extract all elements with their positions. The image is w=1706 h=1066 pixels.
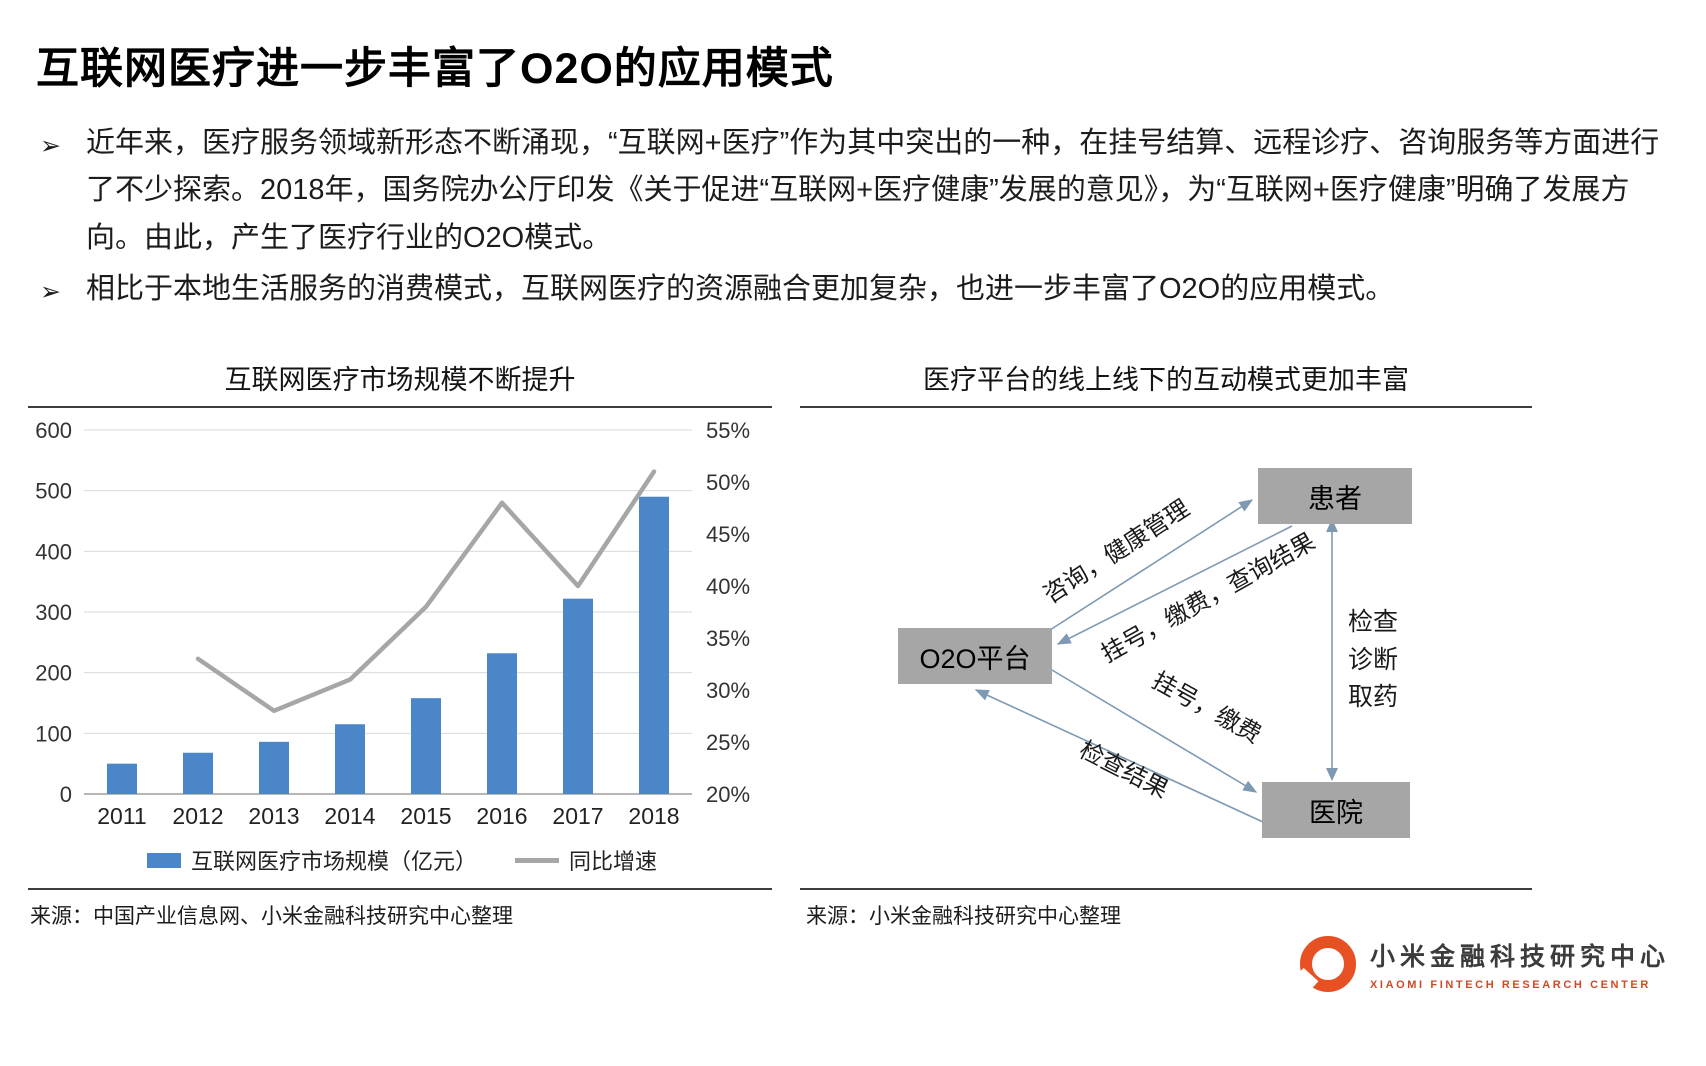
legend-line-swatch xyxy=(515,857,559,863)
edge-label-exam-diagnose-medicine: 检查 诊断 取药 xyxy=(1348,604,1398,717)
growth-line xyxy=(195,469,657,714)
right-top-rule xyxy=(800,406,1532,408)
right-axis-tick: 40% xyxy=(706,574,750,599)
page-title: 互联网医疗进一步丰富了O2O的应用模式 xyxy=(36,45,834,93)
x-axis-tick: 2012 xyxy=(172,803,223,829)
edge-exam-up-arrowhead xyxy=(1326,519,1338,532)
right-axis-tick: 35% xyxy=(706,626,750,651)
brand-footer: 小米金融科技研究中心 XIAOMI FINTECH RESEARCH CENTE… xyxy=(1295,936,1670,992)
bullet-text: 近年来，医疗服务领域新形态不断涌现，“互联网+医疗”作为其中突出的一种，在挂号结… xyxy=(86,127,1660,254)
bar-2013 xyxy=(259,741,289,794)
bar-2017 xyxy=(563,598,593,794)
left-axis-tick: 500 xyxy=(35,479,72,504)
x-axis-tick: 2015 xyxy=(400,803,451,829)
market-scale-chart: 0 100 200 300 400 500 600 20% 25% 30% 35% 40% 45% 50%… xyxy=(35,418,750,829)
right-axis-tick: 20% xyxy=(706,782,750,807)
x-axis-tick: 2014 xyxy=(324,803,375,829)
bullet-arrow-icon: ➢ xyxy=(40,132,61,160)
left-axis-tick: 400 xyxy=(35,539,72,564)
bar-2015 xyxy=(411,698,441,794)
right-diagram-title: 医疗平台的线上线下的互动模式更加丰富 xyxy=(923,365,1409,395)
bullet-text: 相比于本地生活服务的消费模式，互联网医疗的资源融合更加复杂，也进一步丰富了O2O… xyxy=(86,272,1395,305)
bullet-item: ➢ 近年来，医疗服务领域新形态不断涌现，“互联网+医疗”作为其中突出的一种，在挂… xyxy=(40,120,1674,262)
bar-2018 xyxy=(639,496,669,794)
edge-exam-down-arrowhead xyxy=(1326,768,1338,781)
edge-register-pay-arrow xyxy=(1051,669,1258,793)
right-axis-tick: 50% xyxy=(706,470,750,495)
right-axis-tick: 30% xyxy=(706,678,750,703)
node-hospital: 医院 xyxy=(1262,782,1410,838)
right-bottom-rule xyxy=(800,888,1532,890)
left-top-rule xyxy=(28,406,772,408)
left-chart-title: 互联网医疗市场规模不断提升 xyxy=(224,365,576,395)
edge-check-result-arrow xyxy=(974,689,1264,823)
edge-register-query-arrow xyxy=(1056,525,1293,645)
brand-text: 小米金融科技研究中心 XIAOMI FINTECH RESEARCH CENTE… xyxy=(1370,937,1670,991)
edge-consult-arrow xyxy=(1049,499,1254,631)
legend-bar-swatch xyxy=(146,852,181,868)
node-o2o-platform: O2O平台 xyxy=(898,628,1052,684)
diagram-arrows xyxy=(974,499,1338,823)
brand-subtitle: XIAOMI FINTECH RESEARCH CENTER xyxy=(1370,979,1651,991)
bullet-list: ➢ 近年来，医疗服务领域新形态不断涌现，“互联网+医疗”作为其中突出的一种，在挂… xyxy=(40,120,1674,317)
bullet-arrow-icon: ➢ xyxy=(40,277,61,306)
left-source: 来源：中国产业信息网、小米金融科技研究中心整理 xyxy=(30,905,513,928)
x-axis-tick: 2013 xyxy=(248,803,299,829)
node-patient: 患者 xyxy=(1258,468,1412,524)
bullet-item: ➢ 相比于本地生活服务的消费模式，互联网医疗的资源融合更加复杂，也进一步丰富了O… xyxy=(40,266,1674,313)
chart-legend: 互联网医疗市场规模（亿元） 同比增速 xyxy=(30,844,774,876)
legend-bar-label: 互联网医疗市场规模（亿元） xyxy=(190,849,477,874)
x-axis-tick: 2016 xyxy=(476,803,527,829)
edge-label-exam: 检查 xyxy=(1348,608,1399,636)
legend-item-growth: 同比增速 xyxy=(515,844,657,876)
edge-label-diagnose: 诊断 xyxy=(1348,645,1399,674)
left-axis-tick: 200 xyxy=(35,661,72,686)
left-axis-tick: 600 xyxy=(35,418,72,443)
xiaomi-fintech-logo-icon xyxy=(1295,936,1356,992)
o2o-interaction-diagram: 患者 O2O平台 医院 咨询，健康管理 挂号，缴费，查询结果 挂号，缴费 检查结… xyxy=(800,420,1532,880)
brand-name: 小米金融科技研究中心 xyxy=(1370,943,1671,971)
bar-2014 xyxy=(335,724,365,794)
left-axis-tick: 100 xyxy=(35,721,72,746)
left-axis-tick: 300 xyxy=(35,600,72,625)
bar-2012 xyxy=(183,752,213,794)
x-axis-tick: 2011 xyxy=(97,803,146,829)
right-source: 来源：小米金融科技研究中心整理 xyxy=(806,905,1121,928)
x-axis-tick: 2018 xyxy=(628,803,679,829)
bar-2016 xyxy=(487,653,517,794)
legend-item-market-scale: 互联网医疗市场规模（亿元） xyxy=(146,844,477,876)
right-axis-tick: 55% xyxy=(706,418,750,443)
right-axis-tick: 25% xyxy=(706,730,750,755)
x-axis-tick: 2017 xyxy=(552,803,603,829)
left-bottom-rule xyxy=(28,888,772,890)
right-axis-tick: 45% xyxy=(706,522,750,547)
left-axis-tick: 0 xyxy=(60,782,72,807)
legend-line-label: 同比增速 xyxy=(569,849,658,874)
bar-2011 xyxy=(107,763,137,794)
edge-label-medicine: 取药 xyxy=(1348,683,1399,711)
